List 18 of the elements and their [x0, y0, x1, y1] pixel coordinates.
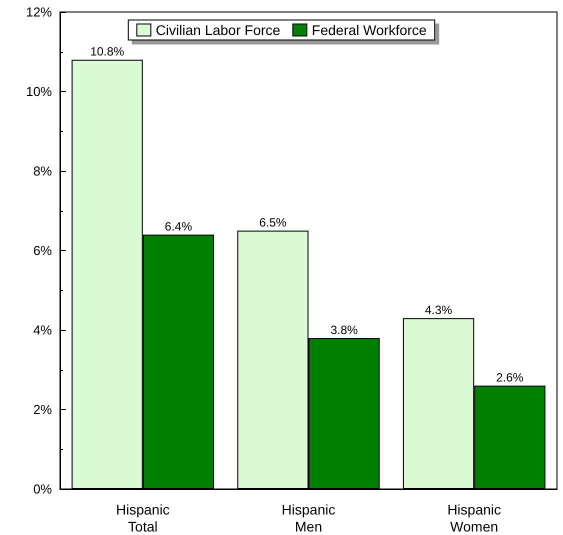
y-tick-label: 2% [33, 402, 52, 417]
data-label: 3.8% [330, 322, 358, 337]
legend-label: Civilian Labor Force [156, 22, 281, 38]
data-label: 4.3% [424, 303, 453, 318]
data-label: 6.4% [164, 220, 192, 234]
x-tick-label: Hispanic Women [447, 502, 502, 534]
data-label: 10.8% [90, 44, 125, 59]
x-tick-label: Hispanic Total [116, 502, 170, 534]
y-tick-label: 8% [33, 164, 52, 178]
y-tick-label: 4% [33, 322, 52, 338]
data-label: 2.6% [496, 370, 524, 385]
legend-label: Federal Workforce [312, 22, 427, 38]
x-tick-label: Hispanic Men [282, 502, 336, 534]
data-label: 6.5% [259, 216, 287, 230]
y-tick-label: 10% [26, 84, 52, 99]
y-tick-label: 0% [33, 482, 52, 496]
y-tick-label: 6% [33, 243, 52, 258]
y-tick-label: 12% [26, 4, 52, 20]
